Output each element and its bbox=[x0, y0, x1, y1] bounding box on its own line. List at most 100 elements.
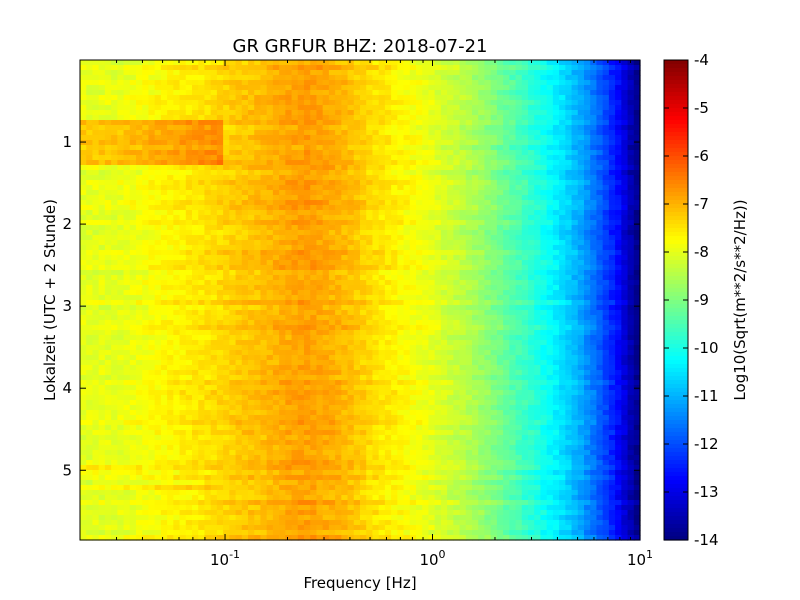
heatmap-cell bbox=[216, 170, 224, 176]
heatmap-cell bbox=[260, 160, 268, 166]
heatmap-cell bbox=[378, 225, 386, 231]
heatmap-cell bbox=[129, 80, 137, 86]
heatmap-cell bbox=[546, 235, 554, 241]
heatmap-cell bbox=[552, 285, 560, 291]
heatmap-cell bbox=[584, 140, 591, 146]
heatmap-cell bbox=[179, 140, 187, 146]
heatmap-cell bbox=[397, 150, 405, 156]
heatmap-cell bbox=[602, 75, 610, 81]
heatmap-cell bbox=[316, 330, 324, 336]
heatmap-cell bbox=[478, 270, 486, 276]
heatmap-cell bbox=[366, 65, 374, 71]
heatmap-cell bbox=[503, 215, 510, 221]
heatmap-cell bbox=[229, 270, 237, 276]
heatmap-cell bbox=[297, 60, 305, 66]
heatmap-cell bbox=[459, 75, 467, 81]
heatmap-cell bbox=[123, 220, 131, 226]
spectrogram-heatmap bbox=[80, 60, 641, 541]
heatmap-cell bbox=[248, 130, 255, 136]
heatmap-cell bbox=[602, 310, 610, 316]
heatmap-cell bbox=[210, 110, 218, 116]
heatmap-cell bbox=[179, 180, 187, 186]
heatmap-cell bbox=[540, 180, 548, 186]
heatmap-cell bbox=[465, 300, 473, 306]
heatmap-cell bbox=[397, 160, 405, 166]
heatmap-cell bbox=[584, 220, 591, 226]
heatmap-cell bbox=[590, 190, 598, 196]
heatmap-cell bbox=[160, 300, 168, 306]
heatmap-cell bbox=[621, 170, 629, 176]
heatmap-cell bbox=[328, 160, 336, 166]
heatmap-cell bbox=[254, 175, 262, 181]
heatmap-cell bbox=[521, 155, 529, 161]
heatmap-cell bbox=[310, 105, 318, 111]
heatmap-cell bbox=[484, 140, 492, 146]
heatmap-cell bbox=[496, 305, 504, 311]
heatmap-cell bbox=[422, 95, 430, 101]
heatmap-cell bbox=[216, 255, 224, 261]
heatmap-cell bbox=[608, 305, 616, 311]
heatmap-cell bbox=[272, 245, 280, 251]
heatmap-cell bbox=[204, 75, 212, 81]
heatmap-cell bbox=[347, 165, 355, 171]
heatmap-cell bbox=[515, 310, 523, 316]
heatmap-cell bbox=[204, 195, 212, 201]
heatmap-cell bbox=[272, 145, 280, 151]
heatmap-cell bbox=[297, 70, 305, 76]
heatmap-cell bbox=[341, 75, 349, 81]
heatmap-cell bbox=[248, 105, 255, 111]
heatmap-cell bbox=[596, 155, 604, 161]
heatmap-cell bbox=[304, 90, 311, 96]
heatmap-cell bbox=[372, 210, 380, 216]
heatmap-cell bbox=[465, 210, 473, 216]
heatmap-cell bbox=[528, 280, 535, 286]
heatmap-cell bbox=[129, 160, 137, 166]
heatmap-cell bbox=[136, 325, 143, 331]
heatmap-cell bbox=[104, 335, 112, 341]
heatmap-cell bbox=[484, 310, 492, 316]
heatmap-cell bbox=[534, 220, 542, 226]
heatmap-cell bbox=[111, 210, 118, 216]
heatmap-cell bbox=[316, 305, 324, 311]
heatmap-cell bbox=[272, 320, 280, 326]
heatmap-cell bbox=[185, 60, 193, 66]
heatmap-cell bbox=[559, 210, 566, 216]
heatmap-cell bbox=[459, 245, 467, 251]
heatmap-cell bbox=[546, 330, 554, 336]
heatmap-cell bbox=[229, 175, 237, 181]
heatmap-cell bbox=[241, 320, 249, 326]
heatmap-cell bbox=[92, 115, 100, 121]
heatmap-cell bbox=[503, 185, 510, 191]
heatmap-cell bbox=[627, 95, 635, 101]
heatmap-cell bbox=[136, 200, 143, 206]
heatmap-cell bbox=[136, 155, 143, 161]
heatmap-cell bbox=[297, 145, 305, 151]
heatmap-cell bbox=[602, 245, 610, 251]
heatmap-cell bbox=[472, 80, 479, 86]
heatmap-cell bbox=[173, 315, 181, 321]
heatmap-cell bbox=[160, 140, 168, 146]
heatmap-cell bbox=[142, 235, 150, 241]
heatmap-cell bbox=[266, 310, 274, 316]
heatmap-cell bbox=[577, 330, 585, 336]
heatmap-cell bbox=[353, 200, 361, 206]
heatmap-cell bbox=[272, 165, 280, 171]
heatmap-cell bbox=[434, 290, 442, 296]
heatmap-cell bbox=[384, 175, 392, 181]
heatmap-cell bbox=[521, 265, 529, 271]
heatmap-cell bbox=[92, 220, 100, 226]
heatmap-cell bbox=[571, 240, 579, 246]
heatmap-cell bbox=[397, 180, 405, 186]
heatmap-cell bbox=[528, 225, 535, 231]
heatmap-cell bbox=[490, 235, 498, 241]
heatmap-cell bbox=[372, 115, 380, 121]
heatmap-cell bbox=[136, 305, 143, 311]
heatmap-cell bbox=[266, 95, 274, 101]
heatmap-cell bbox=[534, 205, 542, 211]
heatmap-cell bbox=[248, 240, 255, 246]
heatmap-cell bbox=[490, 145, 498, 151]
heatmap-cell bbox=[372, 155, 380, 161]
heatmap-cell bbox=[136, 255, 143, 261]
heatmap-cell bbox=[409, 315, 417, 321]
heatmap-cell bbox=[627, 160, 635, 166]
